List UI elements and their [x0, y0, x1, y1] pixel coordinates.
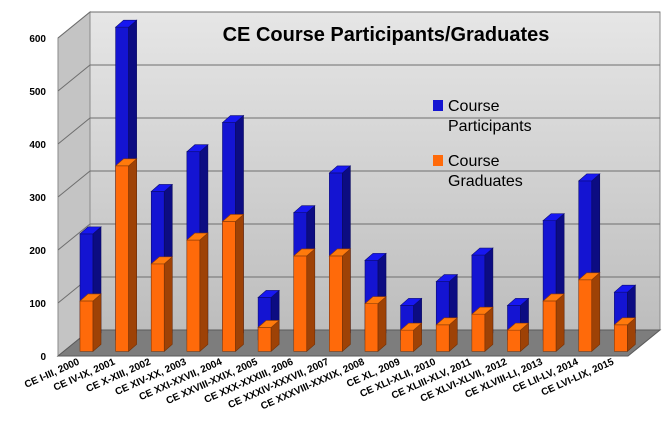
- y-tick-label: 200: [29, 246, 46, 257]
- gridline: [57, 223, 660, 251]
- bar-course-graduates: [577, 272, 601, 352]
- bar-course-graduates: [150, 256, 174, 352]
- bar-side: [163, 256, 173, 352]
- legend-swatch-participants: [433, 100, 443, 111]
- bar-side: [128, 158, 137, 352]
- bar-front: [150, 263, 165, 352]
- y-axis-ticks: 0 100 200 300 400 500 600: [29, 34, 46, 363]
- bar-top: [364, 253, 387, 261]
- bar-side: [555, 293, 565, 352]
- bar-side: [199, 232, 209, 352]
- bar-top: [471, 247, 494, 256]
- bar-front: [115, 165, 129, 352]
- bar-top: [292, 248, 316, 257]
- bar-front: [293, 255, 308, 352]
- bar-course-graduates: [186, 232, 209, 352]
- bar-top: [542, 293, 565, 302]
- bar-top: [613, 317, 637, 326]
- y-tick-label: 600: [29, 34, 46, 45]
- bar-course-graduates: [79, 293, 102, 352]
- bar-front: [578, 279, 593, 352]
- bar-top: [577, 173, 601, 182]
- bar-top: [399, 298, 423, 306]
- bar-top: [221, 115, 245, 123]
- y-tick-label: 300: [29, 193, 46, 204]
- bar-top: [577, 272, 601, 281]
- bar-top: [150, 256, 174, 265]
- y-tick-label: 400: [29, 140, 46, 151]
- bar-top: [79, 226, 102, 235]
- gridline: [57, 11, 660, 39]
- y-tick-label: 0: [40, 352, 46, 363]
- bar-course-graduates: [221, 213, 245, 352]
- bar-top: [221, 214, 245, 222]
- bar-top: [364, 296, 387, 304]
- bar-top: [186, 144, 209, 153]
- bar-course-graduates: [364, 295, 387, 352]
- bar-course-graduates: [435, 317, 459, 352]
- bar-top: [506, 298, 530, 306]
- bar-front: [614, 324, 628, 352]
- bar-front: [257, 327, 272, 352]
- bar-top: [257, 320, 280, 328]
- bar-top: [328, 165, 352, 174]
- legend: Course Participants Course Graduates: [433, 98, 532, 190]
- bar-front: [507, 329, 521, 352]
- bar-front: [435, 324, 450, 352]
- gridline: [57, 170, 660, 198]
- bar-top: [435, 274, 459, 282]
- chart-floor: [56, 329, 662, 357]
- bar-front: [186, 239, 201, 352]
- bar-course-graduates: [471, 306, 494, 352]
- bar-course-graduates: [542, 293, 565, 352]
- y-tick-label: 100: [29, 299, 46, 310]
- gridlines: [57, 11, 660, 304]
- bar-side: [484, 306, 494, 352]
- bar-course-graduates: [257, 319, 280, 352]
- bar-top: [399, 322, 423, 331]
- bar-course-graduates: [506, 322, 530, 352]
- bar-top: [292, 205, 316, 213]
- bar-top: [114, 19, 138, 28]
- bar-top: [257, 290, 280, 298]
- bar-top: [542, 213, 565, 221]
- bar-front: [542, 300, 557, 352]
- legend-label-participants: Course Participants: [448, 98, 532, 135]
- bar-side: [342, 248, 351, 352]
- bar-side: [377, 295, 387, 352]
- bar-top: [471, 306, 494, 315]
- bar-top: [114, 158, 138, 167]
- bar-front: [329, 255, 343, 352]
- bar-top: [150, 184, 174, 192]
- y-tick-label: 500: [29, 87, 46, 98]
- bar-course-graduates: [399, 322, 423, 352]
- bar-course-graduates: [613, 317, 637, 352]
- legend-label-graduates: Course Graduates: [448, 153, 523, 190]
- bar-side: [92, 293, 102, 352]
- bar-course-graduates: [114, 158, 138, 352]
- bar-front: [471, 313, 486, 352]
- bar-front: [400, 329, 414, 352]
- bars: [79, 19, 637, 352]
- bar-side: [591, 272, 601, 352]
- bar-course-graduates: [292, 248, 316, 352]
- bar-course-graduates: [328, 248, 352, 352]
- bar-top: [506, 322, 530, 331]
- bar-front: [222, 221, 236, 352]
- bar-side: [306, 248, 316, 352]
- bar-top: [435, 317, 459, 326]
- chart-title: CE Course Participants/Graduates: [223, 24, 550, 46]
- bar-top: [613, 284, 637, 293]
- legend-swatch-graduates: [433, 155, 443, 166]
- gridline: [57, 64, 660, 92]
- bar-side: [235, 213, 244, 352]
- bar-front: [364, 303, 379, 352]
- gridline: [57, 117, 660, 145]
- bar-top: [186, 232, 209, 241]
- bar-top: [328, 248, 352, 257]
- bar-front: [79, 300, 94, 352]
- bar-top: [79, 293, 102, 302]
